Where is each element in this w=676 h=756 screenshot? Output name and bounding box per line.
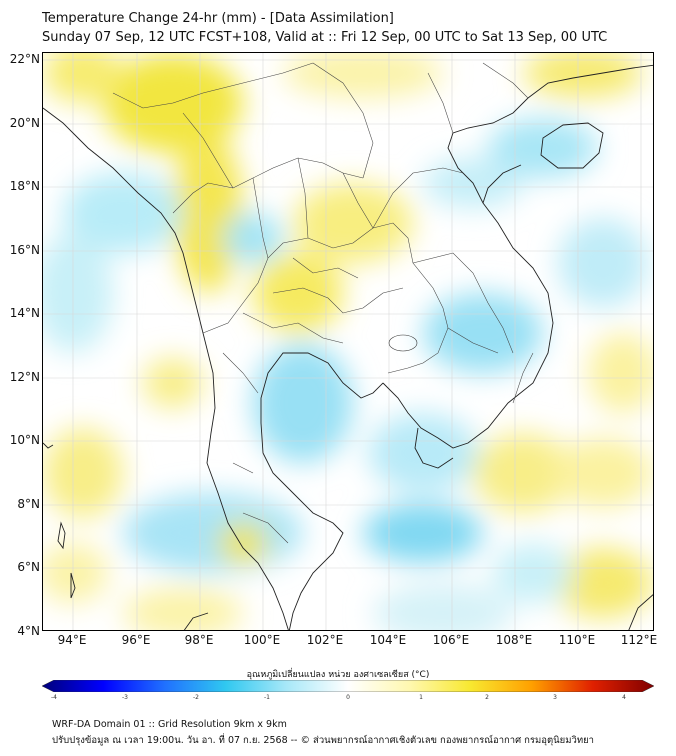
temperature-map bbox=[43, 53, 653, 630]
lat-label-18n: 18°N bbox=[9, 179, 40, 193]
map-subtitle: Sunday 07 Sep, 12 UTC FCST+108, Valid at… bbox=[42, 30, 608, 45]
footer-model-info: WRF-DA Domain 01 :: Grid Resolution 9km … bbox=[52, 719, 287, 730]
lat-label-12n: 12°N bbox=[9, 370, 40, 384]
colorbar-ramp bbox=[42, 680, 654, 692]
lat-label-20n: 20°N bbox=[9, 116, 40, 130]
lat-label-4n: 4°N bbox=[17, 624, 40, 638]
lat-label-6n: 6°N bbox=[17, 560, 40, 574]
colorbar-tick-label: -2 bbox=[193, 694, 199, 701]
lat-label-14n: 14°N bbox=[9, 306, 40, 320]
colorbar-tick-label: 4 bbox=[622, 694, 626, 701]
lon-label-96e: 96°E bbox=[121, 633, 151, 647]
colorbar-tick-label: -1 bbox=[264, 694, 270, 701]
lon-label-100e: 100°E bbox=[243, 633, 281, 647]
footer-credit: ปรับปรุงข้อมูล ณ เวลา 19:00น. วัน อา. ที… bbox=[52, 735, 594, 746]
lat-label-8n: 8°N bbox=[17, 497, 40, 511]
lon-label-106e: 106°E bbox=[432, 633, 470, 647]
lat-label-10n: 10°N bbox=[9, 433, 40, 447]
lat-label-16n: 16°N bbox=[9, 243, 40, 257]
lon-label-102e: 102°E bbox=[306, 633, 344, 647]
coastlines bbox=[43, 64, 653, 630]
lon-label-110e: 110°E bbox=[558, 633, 596, 647]
lon-label-112e: 112°E bbox=[620, 633, 658, 647]
lat-label-22n: 22°N bbox=[9, 52, 40, 66]
lon-label-98e: 98°E bbox=[184, 633, 214, 647]
colorbar-tick-label: -4 bbox=[51, 694, 57, 701]
boundaries bbox=[112, 62, 534, 544]
colorbar-tick-label: -3 bbox=[122, 694, 128, 701]
colorbar-tick-label: 3 bbox=[553, 694, 557, 701]
map-title: Temperature Change 24-hr (mm) - [Data As… bbox=[42, 11, 394, 26]
colorbar-tick-label: 1 bbox=[419, 694, 423, 701]
colorbar-tick-label: 2 bbox=[485, 694, 489, 701]
tonle-sap-lake bbox=[388, 334, 418, 352]
colorbar-tick-label: 0 bbox=[346, 694, 350, 701]
map-panel bbox=[42, 52, 654, 631]
colorbar bbox=[42, 680, 654, 692]
lon-label-108e: 108°E bbox=[495, 633, 533, 647]
lon-label-104e: 104°E bbox=[369, 633, 407, 647]
colorbar-title: อุณหภูมิเปลี่ยนแปลง หน่วย องศาเซลเซียส (… bbox=[246, 670, 430, 680]
graticule bbox=[43, 53, 653, 630]
lon-label-94e: 94°E bbox=[57, 633, 87, 647]
